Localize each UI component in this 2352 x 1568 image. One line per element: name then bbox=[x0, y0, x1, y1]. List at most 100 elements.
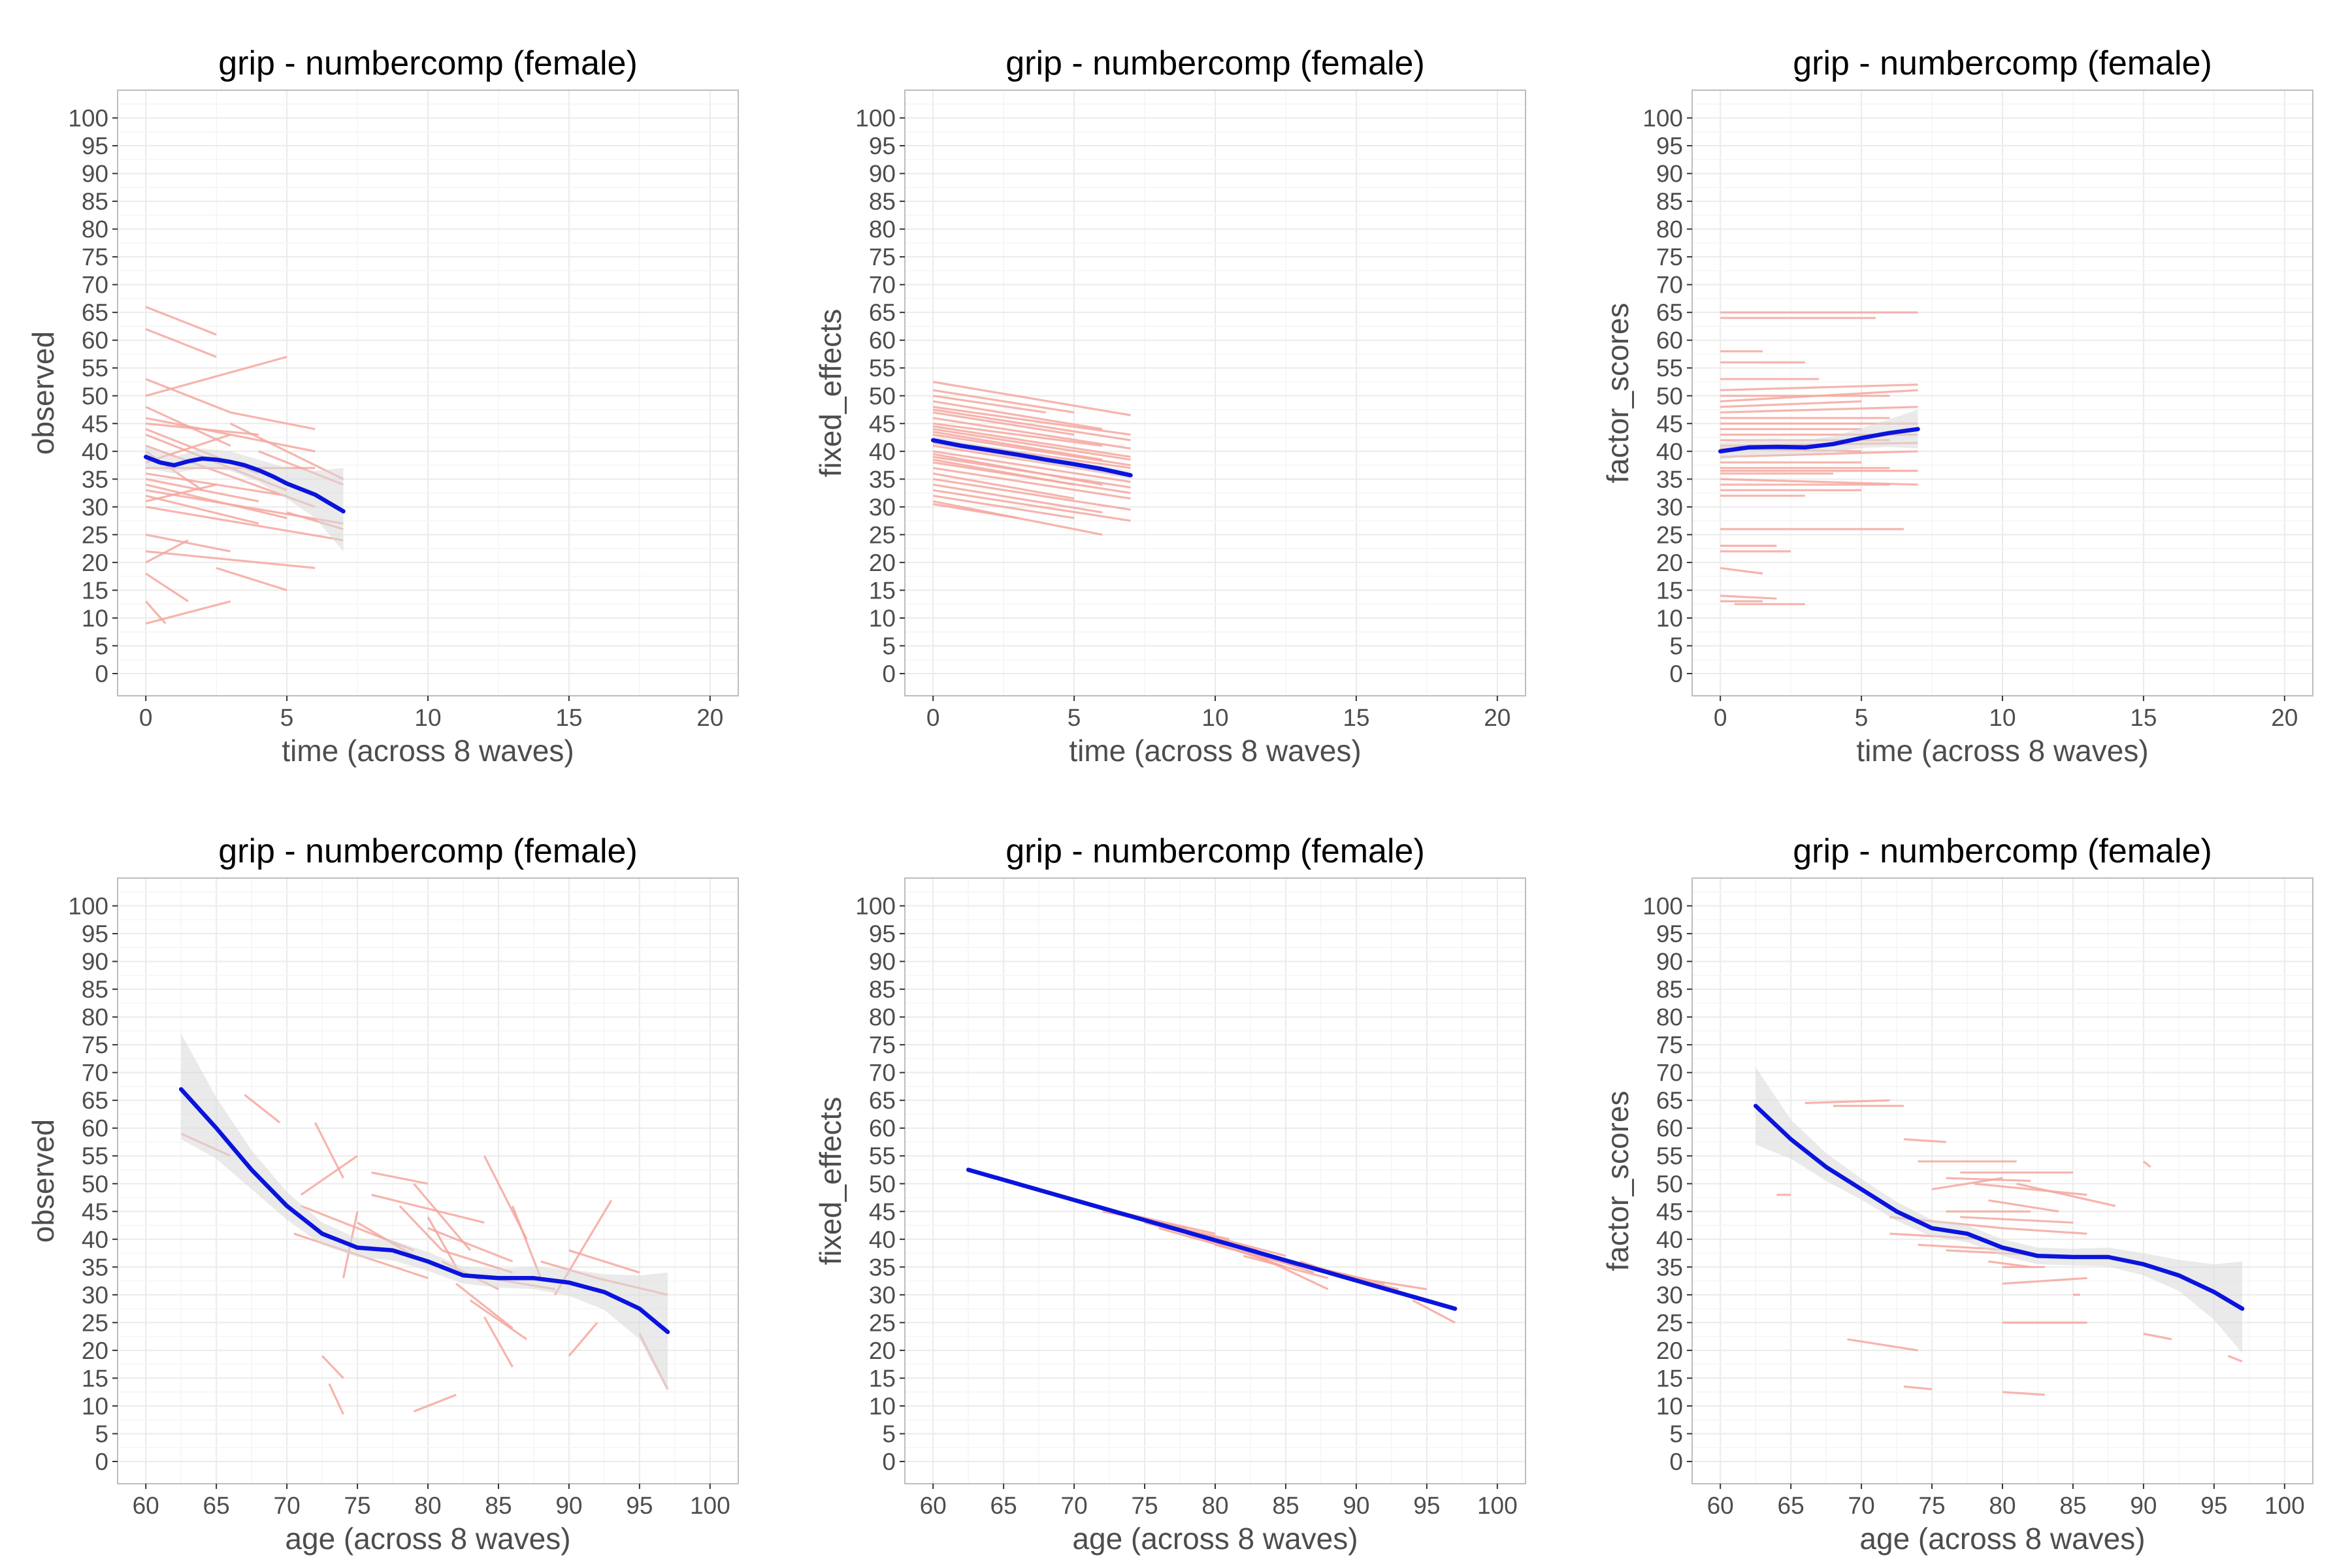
trajectory-line bbox=[932, 380, 1131, 417]
y-tick-label: 70 bbox=[82, 272, 108, 299]
y-tick-label: 60 bbox=[1656, 327, 1683, 354]
y-tick-label: 35 bbox=[1656, 466, 1683, 493]
y-tick-label: 60 bbox=[82, 1115, 108, 1142]
y-tick-label: 100 bbox=[855, 105, 896, 132]
x-axis-label: age (across 8 waves) bbox=[1072, 1522, 1358, 1556]
y-tick-label: 30 bbox=[82, 1282, 108, 1309]
panel-time-fixed-effects: 0 5 10 15 2005101520253035404550556065707580… bbox=[813, 44, 1526, 768]
trajectory-line bbox=[932, 483, 1103, 514]
trajectory-line bbox=[145, 472, 287, 497]
trajectory-line bbox=[1720, 400, 1862, 408]
y-tick-label: 35 bbox=[82, 1254, 108, 1281]
y-tick-label: 65 bbox=[869, 299, 896, 326]
x-tick-label: 75 bbox=[344, 1492, 370, 1519]
x-tick-label: 20 bbox=[1484, 704, 1511, 731]
y-tick-label: 55 bbox=[869, 355, 896, 382]
y-tick-label: 95 bbox=[1656, 133, 1683, 159]
trajectory-line bbox=[371, 1171, 429, 1185]
y-tick-label: 10 bbox=[1656, 605, 1683, 632]
y-tick-label: 70 bbox=[82, 1060, 108, 1086]
y-tick-label: 40 bbox=[82, 438, 108, 465]
trajectory-line bbox=[145, 417, 316, 453]
y-tick-label: 5 bbox=[1669, 632, 1683, 659]
y-tick-label: 0 bbox=[1669, 1448, 1683, 1475]
y-tick-label: 85 bbox=[1656, 976, 1683, 1003]
y-tick-label: 40 bbox=[1656, 1226, 1683, 1253]
trajectory-line bbox=[1720, 389, 1918, 402]
y-tick-label: 80 bbox=[1656, 1004, 1683, 1031]
trajectory-line bbox=[932, 495, 1075, 519]
y-tick-label: 25 bbox=[82, 521, 108, 548]
x-tick-label: 15 bbox=[1343, 704, 1369, 731]
y-tick-label: 75 bbox=[1656, 244, 1683, 270]
trajectory-line bbox=[1720, 595, 1777, 600]
y-tick-label: 0 bbox=[882, 661, 896, 687]
x-tick-label: 60 bbox=[133, 1492, 159, 1519]
y-tick-label: 85 bbox=[869, 976, 896, 1003]
y-tick-label: 30 bbox=[869, 1282, 896, 1309]
trajectory-line bbox=[1974, 1183, 2087, 1196]
x-tick-label: 90 bbox=[1343, 1492, 1369, 1519]
x-tick-label: 95 bbox=[1413, 1492, 1440, 1519]
trajectory-line bbox=[427, 1227, 514, 1263]
y-tick-label: 0 bbox=[95, 661, 108, 687]
trajectory-line bbox=[321, 1355, 344, 1379]
y-tick-label: 80 bbox=[1656, 216, 1683, 243]
y-tick-label: 70 bbox=[1656, 1060, 1683, 1086]
x-tick-label: 20 bbox=[696, 704, 723, 731]
x-tick-label: 100 bbox=[1477, 1492, 1518, 1519]
x-tick-label: 65 bbox=[203, 1492, 230, 1519]
trajectory-line bbox=[145, 306, 217, 336]
trajectory-line bbox=[1903, 1138, 1946, 1143]
trajectory-line bbox=[932, 455, 1131, 489]
trajectory-line bbox=[145, 539, 189, 564]
trajectory-line bbox=[427, 1217, 457, 1268]
y-tick-label: 20 bbox=[82, 549, 108, 576]
y-tick-label: 5 bbox=[1669, 1420, 1683, 1447]
trajectory-line bbox=[2142, 1160, 2151, 1168]
trajectory-line bbox=[328, 1383, 344, 1415]
panel-title: grip - numbercomp (female) bbox=[1005, 832, 1425, 870]
y-tick-label: 50 bbox=[82, 1171, 108, 1198]
y-tick-label: 5 bbox=[882, 632, 896, 659]
y-tick-label: 30 bbox=[82, 494, 108, 521]
y-axis-label: factor_scores bbox=[1601, 1090, 1635, 1271]
y-tick-label: 30 bbox=[1656, 494, 1683, 521]
y-tick-label: 55 bbox=[1656, 355, 1683, 382]
trajectory-line bbox=[216, 566, 287, 591]
panel-time-observed: 0 5 10 15 2005101520253035404550556065707580… bbox=[26, 44, 739, 768]
y-tick-label: 90 bbox=[82, 949, 108, 975]
y-tick-label: 95 bbox=[1656, 921, 1683, 947]
grid-lines bbox=[905, 878, 1526, 1484]
trajectory-line bbox=[932, 400, 1103, 431]
y-tick-label: 90 bbox=[869, 161, 896, 188]
y-tick-label: 60 bbox=[1656, 1115, 1683, 1142]
x-axis-label: time (across 8 waves) bbox=[1069, 734, 1361, 768]
y-tick-label: 70 bbox=[1656, 272, 1683, 299]
y-tick-label: 60 bbox=[869, 327, 896, 354]
trajectory-line bbox=[932, 395, 1047, 414]
trajectory-line bbox=[932, 417, 1131, 450]
x-tick-label: 80 bbox=[1989, 1492, 2016, 1519]
x-tick-label: 85 bbox=[485, 1492, 512, 1519]
x-tick-label: 5 bbox=[1068, 704, 1081, 731]
x-tick-label: 10 bbox=[414, 704, 441, 731]
y-tick-label: 95 bbox=[869, 921, 896, 947]
y-tick-label: 100 bbox=[68, 893, 108, 920]
y-tick-label: 10 bbox=[82, 1393, 108, 1420]
x-tick-label: 65 bbox=[990, 1492, 1017, 1519]
trajectory-line bbox=[2002, 1227, 2087, 1235]
y-tick-label: 45 bbox=[869, 410, 896, 437]
y-tick-label: 95 bbox=[82, 921, 108, 947]
smooth-trend-line bbox=[966, 1168, 1458, 1311]
y-tick-label: 90 bbox=[82, 161, 108, 188]
y-tick-label: 45 bbox=[1656, 410, 1683, 437]
y-tick-label: 65 bbox=[1656, 299, 1683, 326]
x-tick-label: 80 bbox=[414, 1492, 441, 1519]
y-tick-label: 80 bbox=[869, 1004, 896, 1031]
trajectory-line bbox=[145, 506, 344, 542]
x-tick-label: 70 bbox=[1061, 1492, 1088, 1519]
trajectory-line bbox=[1200, 1232, 1286, 1257]
trajectory-line bbox=[932, 411, 1075, 436]
